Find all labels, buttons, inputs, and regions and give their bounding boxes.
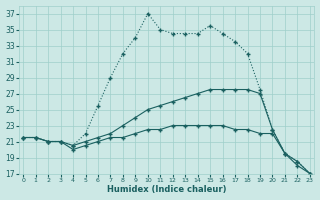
X-axis label: Humidex (Indice chaleur): Humidex (Indice chaleur) [107, 185, 226, 194]
